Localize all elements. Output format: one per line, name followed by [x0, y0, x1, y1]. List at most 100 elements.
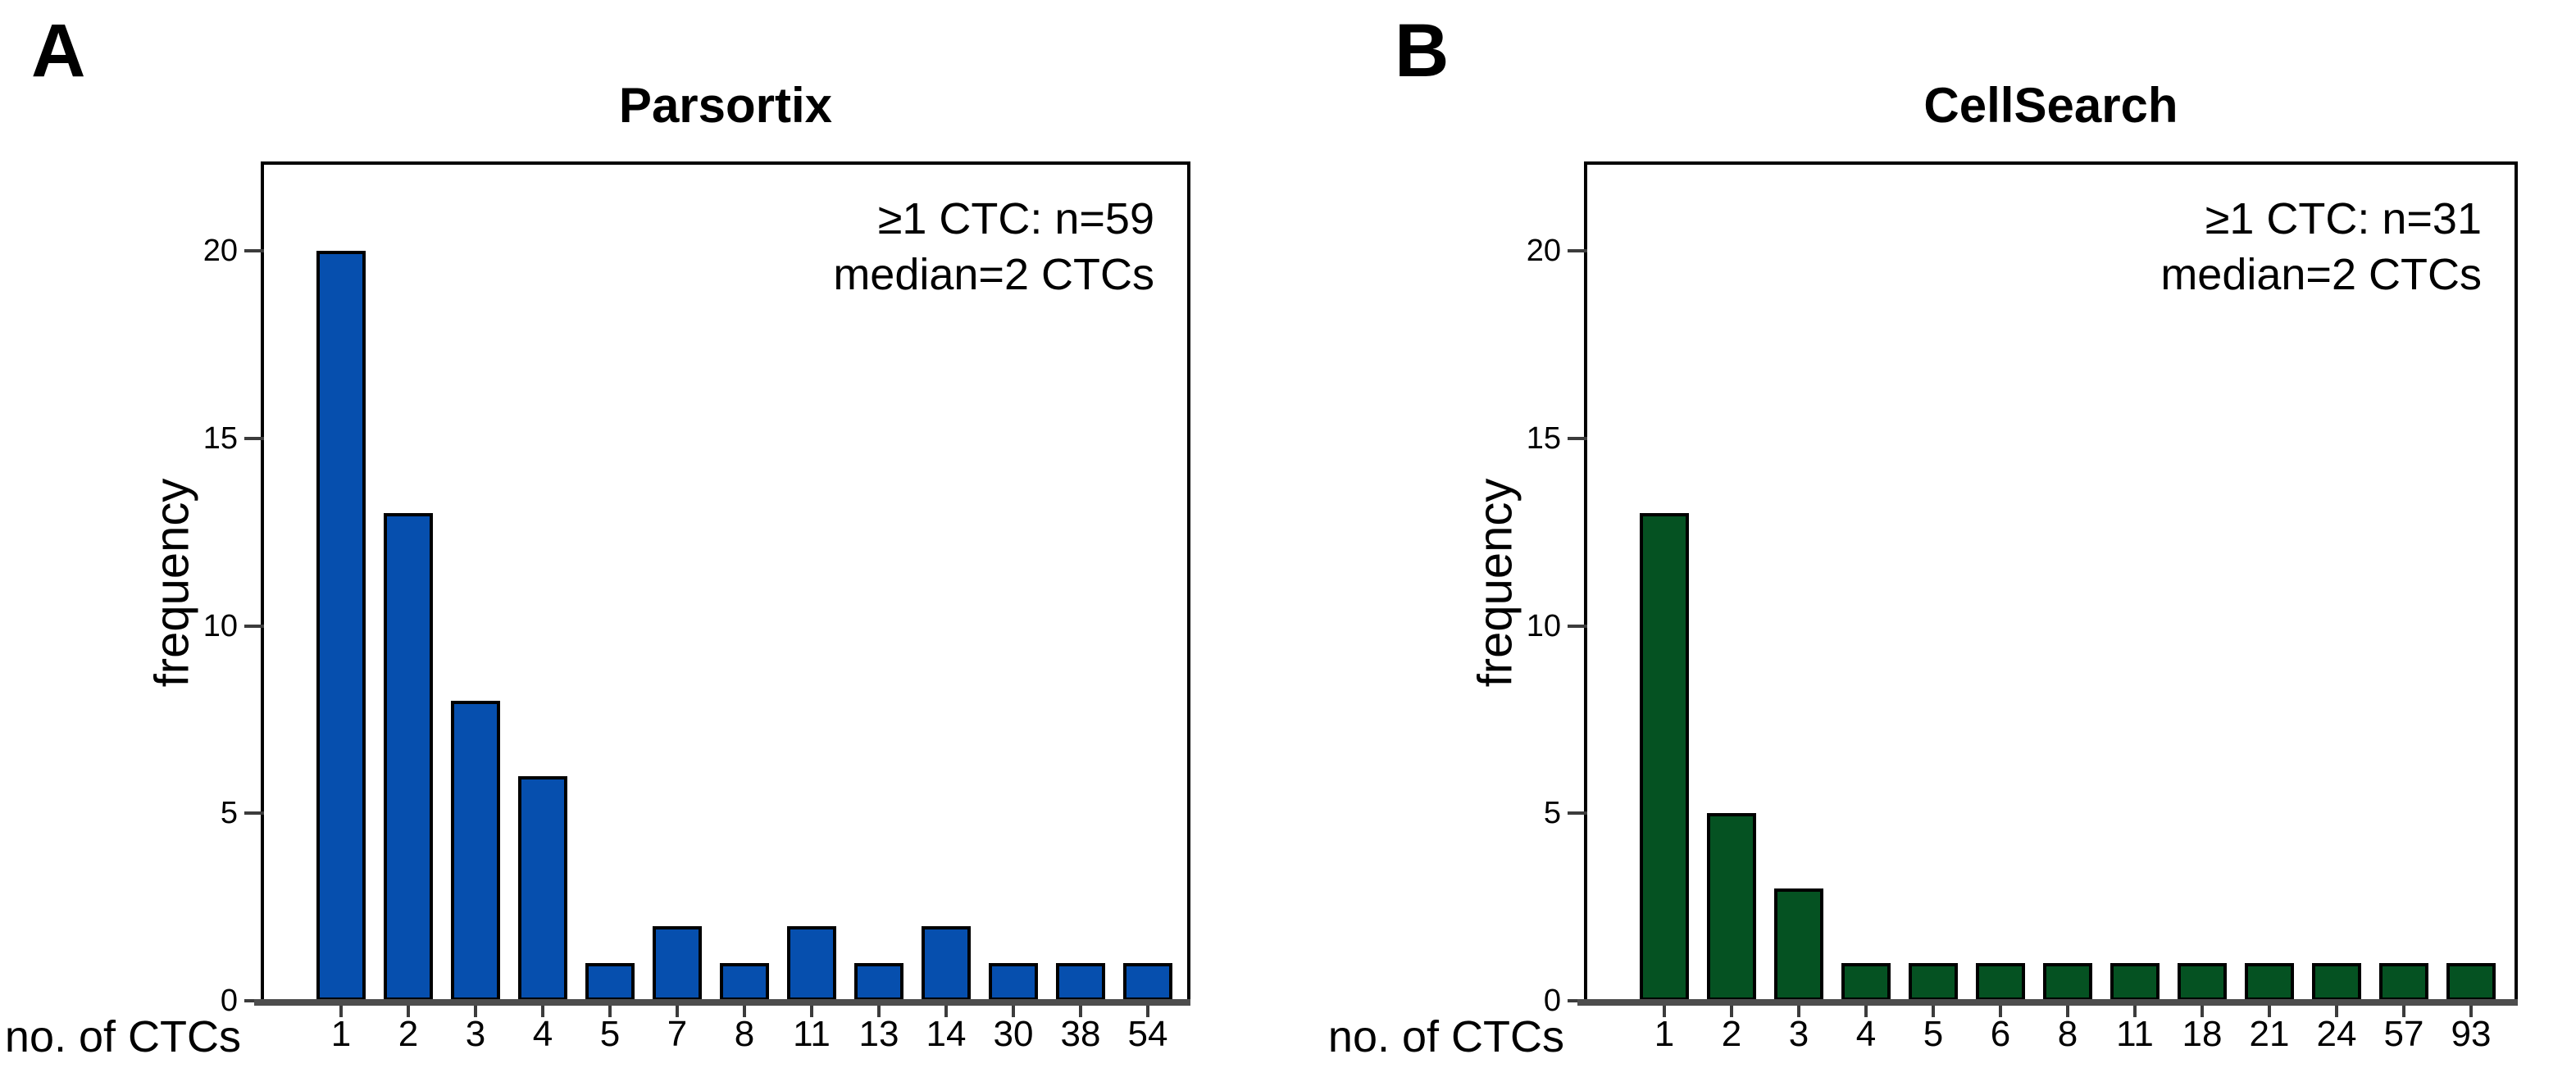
- y-axis-label: frequency: [1468, 478, 1522, 688]
- annotation-cellsearch: ≥1 CTC: n=31 median=2 CTCs: [2160, 191, 2482, 302]
- x-tick-mark: [2201, 1001, 2204, 1017]
- x-tick-mark: [1999, 1001, 2002, 1017]
- bar-11-ctc: [787, 926, 836, 1001]
- x-tick-mark: [2402, 1001, 2405, 1017]
- y-tick-mark: [1568, 625, 1587, 628]
- bar-24-ctc: [2312, 963, 2361, 1001]
- y-tick-label: 5: [220, 796, 238, 830]
- x-tick-mark: [676, 1001, 679, 1017]
- x-tick-mark: [2133, 1001, 2137, 1017]
- x-tick-label: 24: [2316, 1014, 2357, 1054]
- bar-14-ctc: [922, 926, 971, 1001]
- y-tick-mark: [244, 811, 264, 815]
- x-tick-mark: [944, 1001, 948, 1017]
- annotation-parsortix: ≥1 CTC: n=59 median=2 CTCs: [833, 191, 1154, 302]
- x-tick-label: 11: [2116, 1014, 2154, 1054]
- y-tick-mark: [244, 625, 264, 628]
- x-tick-label: 57: [2383, 1014, 2424, 1054]
- y-axis-label: frequency: [145, 478, 199, 688]
- x-tick-label: 8: [2057, 1014, 2078, 1054]
- x-tick-mark: [1730, 1001, 1733, 1017]
- panel-cellsearch: B CellSearch ≥1 CTC: n=31 median=2 CTCs …: [1288, 0, 2576, 1077]
- annotation-line-median: median=2 CTCs: [833, 250, 1154, 299]
- plot-column-a: Parsortix ≥1 CTC: n=59 median=2 CTCs fre…: [5, 0, 1190, 1077]
- bar-7-ctc: [653, 926, 702, 1001]
- bar-54-ctc: [1123, 963, 1172, 1001]
- x-tick-label: 21: [2249, 1014, 2290, 1054]
- y-tick-label: 15: [203, 421, 238, 456]
- x-tick-mark: [2066, 1001, 2069, 1017]
- bar-3-ctc: [451, 701, 500, 1001]
- bar-3-ctc: [1774, 888, 1823, 1001]
- bar-4-ctc: [1841, 963, 1891, 1001]
- bar-1-ctc: [316, 251, 366, 1001]
- panel-letter-b: B: [1395, 9, 1450, 93]
- y-tick-label: 10: [1526, 609, 1561, 643]
- y-tick-label: 0: [220, 984, 238, 1018]
- y-tick-mark: [1568, 249, 1587, 252]
- x-tick-mark: [1146, 1001, 1149, 1017]
- x-tick-mark: [1663, 1001, 1666, 1017]
- y-tick-label: 15: [1526, 421, 1561, 456]
- x-tick-label: 5: [599, 1014, 621, 1054]
- x-tick-mark: [1012, 1001, 1015, 1017]
- x-tick-label: 13: [858, 1014, 899, 1054]
- plot-area-cellsearch: ≥1 CTC: n=31 median=2 CTCs frequency no.…: [1328, 161, 2518, 1060]
- x-axis-line: [1577, 999, 2518, 1006]
- x-tick-label: 1: [1654, 1014, 1675, 1054]
- x-tick-label: 4: [532, 1014, 553, 1054]
- y-tick-mark: [244, 437, 264, 440]
- x-tick-mark: [2469, 1001, 2473, 1017]
- y-tick-label: 20: [203, 234, 238, 268]
- bar-93-ctc: [2446, 963, 2496, 1001]
- panel-letter-a: A: [31, 9, 86, 93]
- x-axis-caption: no. of CTCs: [4, 1012, 241, 1061]
- x-tick-label: 11: [793, 1014, 831, 1054]
- x-tick-label: 30: [993, 1014, 1034, 1054]
- chart-title-parsortix: Parsortix: [618, 78, 833, 133]
- bar-30-ctc: [989, 963, 1038, 1001]
- bar-8-ctc: [720, 963, 769, 1001]
- bar-57-ctc: [2379, 963, 2428, 1001]
- bar-6-ctc: [1976, 963, 2025, 1001]
- bar-1-ctc: [1640, 513, 1689, 1001]
- x-tick-mark: [407, 1001, 410, 1017]
- x-tick-label: 7: [667, 1014, 688, 1054]
- bar-4-ctc: [518, 776, 567, 1001]
- bar-5-ctc: [585, 963, 635, 1001]
- y-tick-mark: [244, 249, 264, 252]
- plot-column-b: CellSearch ≥1 CTC: n=31 median=2 CTCs fr…: [1328, 0, 2518, 1077]
- bar-2-ctc: [384, 513, 433, 1001]
- annotation-line-median: median=2 CTCs: [2160, 250, 2482, 299]
- y-tick-label: 10: [203, 609, 238, 643]
- bar-38-ctc: [1056, 963, 1105, 1001]
- x-tick-label: 2: [398, 1014, 419, 1054]
- bar-8-ctc: [2043, 963, 2092, 1001]
- x-tick-mark: [541, 1001, 544, 1017]
- x-tick-mark: [743, 1001, 746, 1017]
- bar-13-ctc: [854, 963, 903, 1001]
- x-tick-mark: [339, 1001, 343, 1017]
- x-tick-mark: [474, 1001, 477, 1017]
- bar-5-ctc: [1909, 963, 1958, 1001]
- x-tick-label: 5: [1923, 1014, 1944, 1054]
- bar-2-ctc: [1707, 813, 1756, 1001]
- x-tick-mark: [1797, 1001, 1800, 1017]
- x-tick-label: 6: [1990, 1014, 2011, 1054]
- plot-area-parsortix: ≥1 CTC: n=59 median=2 CTCs frequency no.…: [5, 161, 1190, 1060]
- panel-parsortix: A Parsortix ≥1 CTC: n=59 median=2 CTCs f…: [5, 0, 1190, 1077]
- bar-11-ctc: [2110, 963, 2160, 1001]
- y-tick-mark: [1568, 437, 1587, 440]
- y-tick-label: 5: [1543, 796, 1561, 830]
- x-tick-label: 54: [1127, 1014, 1168, 1054]
- x-tick-mark: [1079, 1001, 1082, 1017]
- x-tick-label: 4: [1855, 1014, 1877, 1054]
- x-tick-label: 14: [926, 1014, 967, 1054]
- x-tick-mark: [877, 1001, 881, 1017]
- chart-title-cellsearch: CellSearch: [1923, 78, 2178, 133]
- y-tick-mark: [1568, 811, 1587, 815]
- bar-18-ctc: [2178, 963, 2227, 1001]
- x-axis-caption: no. of CTCs: [1327, 1012, 1564, 1061]
- x-tick-label: 3: [465, 1014, 486, 1054]
